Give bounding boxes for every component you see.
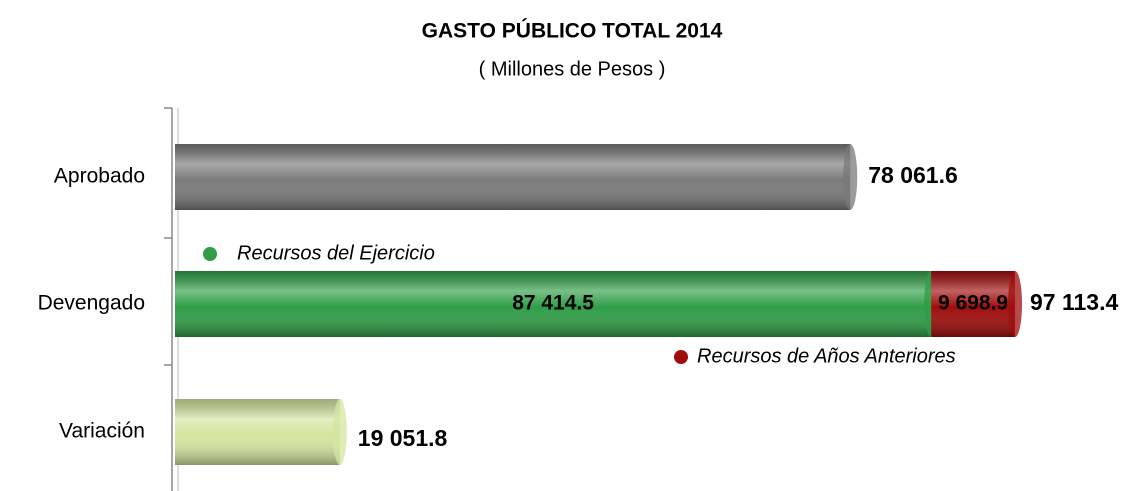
legend-label: Recursos del Ejercicio bbox=[237, 242, 435, 264]
chart-title: GASTO PÚBLICO TOTAL 2014 bbox=[422, 19, 723, 43]
category-label: Devengado bbox=[38, 292, 145, 315]
bar-shading bbox=[931, 271, 1016, 337]
bar-end bbox=[1008, 271, 1023, 337]
value-label: 87 414.5 bbox=[512, 292, 594, 315]
bar-end bbox=[843, 144, 858, 210]
bar-shading bbox=[175, 271, 932, 337]
bar-shading bbox=[175, 144, 851, 210]
total-label: 97 113.4 bbox=[1030, 289, 1118, 315]
legend-marker bbox=[674, 350, 688, 364]
value-label: 78 061.6 bbox=[868, 162, 958, 188]
bar-end bbox=[332, 399, 347, 465]
legend-label: Recursos de Años Anteriores bbox=[697, 345, 956, 367]
chart-subtitle: ( Millones de Pesos ) bbox=[479, 58, 666, 80]
category-label: Aprobado bbox=[54, 165, 145, 188]
legend-marker bbox=[203, 247, 217, 261]
value-label: 19 051.8 bbox=[358, 425, 448, 451]
bar-shading bbox=[175, 399, 340, 465]
category-label: Variación bbox=[59, 420, 145, 443]
value-label: 9 698.9 bbox=[938, 292, 1008, 315]
